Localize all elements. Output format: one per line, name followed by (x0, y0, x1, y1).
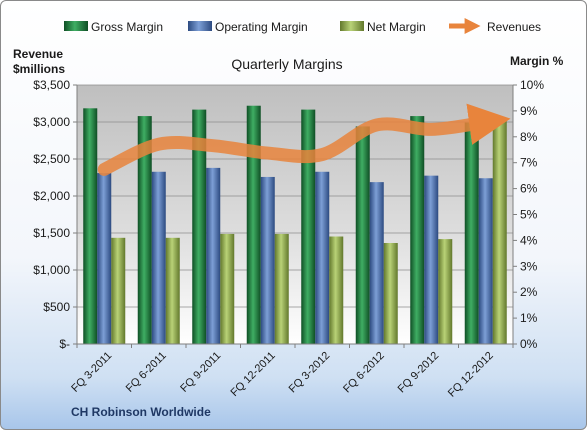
left-tick-label: $- (59, 337, 70, 351)
left-tick-label: $3,500 (33, 78, 70, 92)
revenue-point (267, 152, 269, 154)
bar-net-margin (274, 233, 289, 344)
bar-net-margin (220, 233, 235, 344)
x-axis-ticks: FQ 3-2011 FQ 6-2011 FQ 9-2011 FQ 12-2011 FQ … (69, 344, 514, 400)
bar-gross-margin (137, 116, 152, 344)
right-tick-label: 9% (520, 104, 538, 118)
bar-net-margin (492, 121, 507, 344)
left-tick-label: $2,500 (33, 152, 70, 166)
right-tick-label: 2% (520, 285, 538, 299)
revenue-line-path (97, 103, 511, 176)
revenue-point (485, 121, 487, 123)
x-tick-label: FQ 6-2012 (341, 350, 387, 396)
bar-operating-margin (151, 171, 166, 344)
bar-operating-margin (424, 175, 439, 344)
revenue-point (430, 128, 432, 130)
bar-gross-margin (301, 109, 316, 344)
left-tick-label: $500 (43, 300, 70, 314)
legend-label-net-margin: Net Margin (367, 20, 426, 34)
x-tick-label: FQ 3-2011 (69, 350, 114, 395)
x-tick-label: FQ 9-2011 (178, 350, 223, 395)
revenue-point (376, 124, 378, 126)
left-tick-label: $2,000 (33, 189, 70, 203)
bar-gross-margin (246, 105, 261, 344)
legend-swatch-net-margin (340, 21, 364, 31)
right-tick-label: 5% (520, 208, 538, 222)
bar-series (83, 105, 507, 345)
left-tick-label: $3,000 (33, 115, 70, 129)
legend-swatch-gross-margin (64, 21, 88, 31)
x-tick-label: FQ 12-2012 (446, 350, 496, 400)
bar-gross-margin (83, 108, 98, 344)
bar-gross-margin (355, 126, 370, 344)
right-tick-label: 4% (520, 233, 538, 247)
bar-operating-margin (97, 173, 112, 344)
left-tick-label: $1,500 (33, 226, 70, 240)
bar-net-margin (165, 237, 180, 344)
right-axis-ticks: 0% 1% 2% 3% 4% 5% 6% 7% 8% 9% 10% (513, 78, 544, 351)
bar-net-margin (438, 239, 453, 344)
footer-title: CH Robinson Worldwide (71, 405, 211, 419)
bar-gross-margin (464, 122, 479, 345)
right-tick-label: 8% (520, 130, 538, 144)
bar-operating-margin (369, 182, 384, 344)
left-axis-ticks: $- $500 $1,000 $1,500 $2,000 $2,500 $3,000 $3,5… (33, 78, 77, 351)
x-tick-label: FQ 3-2012 (287, 350, 333, 396)
legend-item-gross-margin: Gross Margin (64, 20, 163, 34)
right-tick-label: 10% (520, 78, 544, 92)
right-tick-label: 6% (520, 182, 538, 196)
bar-net-margin (111, 237, 126, 344)
x-tick-label: FQ 12-2011 (228, 350, 277, 399)
left-tick-label: $1,000 (33, 263, 70, 277)
bar-operating-margin (478, 178, 493, 344)
bar-operating-margin (260, 176, 275, 344)
left-axis-title-line2: $millions (13, 62, 65, 76)
bar-gross-margin (192, 109, 207, 344)
bar-net-margin (329, 236, 344, 344)
legend-item-net-margin: Net Margin (340, 20, 426, 34)
left-axis-title-line1: Revenue (13, 47, 63, 61)
right-tick-label: 7% (520, 156, 538, 170)
legend-label-gross-margin: Gross Margin (91, 20, 163, 34)
legend: Gross Margin Operating Margin Net Margin… (64, 17, 541, 35)
chart-title: Quarterly Margins (231, 56, 342, 72)
right-tick-label: 1% (520, 311, 538, 325)
x-tick-label: FQ 9-2012 (396, 350, 442, 396)
legend-label-revenues: Revenues (487, 20, 541, 34)
bar-gross-margin (410, 116, 425, 344)
right-tick-label: 0% (520, 337, 538, 351)
revenue-point (103, 168, 105, 170)
revenue-line (97, 103, 511, 176)
x-tick-label: FQ 6-2011 (124, 350, 169, 395)
right-tick-label: 3% (520, 259, 538, 273)
bar-operating-margin (206, 167, 221, 344)
bar-operating-margin (315, 171, 330, 344)
legend-item-operating-margin: Operating Margin (188, 20, 308, 34)
legend-swatch-operating-margin (188, 21, 212, 31)
right-axis-title: Margin % (510, 54, 564, 68)
revenue-point (321, 154, 323, 156)
legend-item-revenues: Revenues (449, 17, 541, 35)
legend-label-operating-margin: Operating Margin (215, 20, 308, 34)
bar-net-margin (383, 242, 398, 344)
revenue-point (158, 143, 160, 145)
revenue-point (212, 145, 214, 147)
